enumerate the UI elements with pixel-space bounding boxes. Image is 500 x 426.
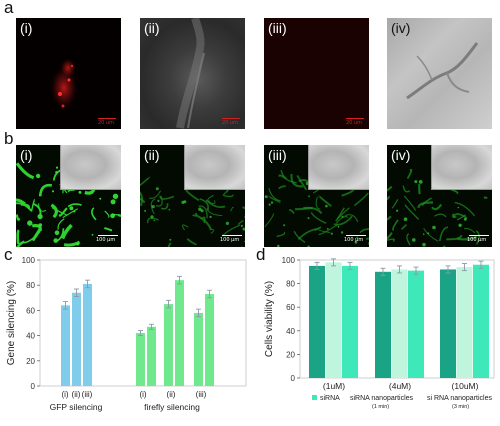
panel-a-letter: a (4, 0, 14, 17)
y-tick-label: 20 (26, 357, 35, 366)
y-tick-label: 40 (26, 332, 35, 341)
tile-label: (ii) (144, 147, 160, 163)
x-tick-label: (10uM) (452, 381, 479, 391)
tile-label: (iii) (268, 20, 287, 36)
bar (325, 262, 342, 378)
bar (456, 267, 473, 378)
bar (164, 304, 173, 386)
tile-label: (iv) (391, 147, 411, 163)
scale-label: 20 um (222, 120, 238, 126)
scale-bar (469, 235, 489, 236)
tile-label: (ii) (144, 20, 160, 36)
bar (147, 326, 156, 386)
legend-entry: si RNA nanoparticles (427, 395, 492, 402)
bar (61, 305, 70, 386)
y-tick-label: 60 (26, 306, 35, 315)
bar (408, 270, 424, 378)
tile-label: (i) (20, 147, 33, 163)
y-tick-label: 80 (286, 280, 295, 289)
x-tick-label: (1uM) (323, 381, 345, 391)
micrograph-a-i: (i) 20 um (16, 18, 121, 129)
bar (83, 283, 92, 386)
bar (391, 269, 408, 378)
brightfield-inset (60, 145, 121, 190)
scale-label: 20 um (98, 120, 114, 126)
bar (440, 269, 456, 378)
panel-d-letter: d (256, 245, 266, 264)
group-label: firefly silencing (144, 402, 200, 412)
scale-bar (98, 235, 118, 236)
scale-bar (346, 235, 366, 236)
x-tick-label: (iii) (196, 390, 207, 399)
y-tick-label: 20 (286, 350, 295, 359)
micrograph-a-ii: (ii) 20 um (140, 18, 245, 129)
bar (205, 294, 214, 386)
tile-label: (iii) (268, 147, 287, 163)
bar (72, 292, 81, 386)
scale-bar (346, 118, 364, 119)
x-tick-label: (4uM) (389, 381, 411, 391)
micrograph-b-iii: (iii) 100 µm (264, 145, 369, 247)
bar (473, 264, 489, 378)
bar (175, 280, 184, 386)
bar (375, 271, 391, 378)
panel-c-letter: c (4, 245, 13, 264)
scale-label: 100 µm (96, 237, 116, 243)
x-tick-label: (ii) (167, 390, 176, 399)
cell-viability-chart: 0 20 40 60 80 100 Cells viability (%) (1uM) (4uM… (264, 256, 495, 410)
scale-label: 20 um (346, 120, 362, 126)
legend-entry-sub: (1 min) (372, 404, 389, 410)
y-tick-label: 40 (286, 327, 295, 336)
scale-bar (98, 118, 116, 119)
brightfield-inset (308, 145, 369, 190)
x-tick-label: (i) (61, 390, 68, 399)
y-tick-label: 80 (26, 281, 35, 290)
scale-bar (222, 118, 240, 119)
y-tick-label: 100 (282, 256, 296, 265)
legend-entry: siRNA (320, 395, 340, 402)
y-axis-label: Cells viability (%) (264, 281, 275, 357)
brightfield-image (406, 42, 479, 100)
y-axis-label: Gene silencing (%) (6, 281, 17, 365)
scale-bar (222, 235, 242, 236)
y-tick-label: 0 (291, 374, 296, 383)
tile-label: (iv) (391, 20, 411, 36)
brightfield-inset (431, 145, 492, 190)
x-tick-label: (iii) (82, 390, 93, 399)
micrograph-a-iii: (iii) 20 um (264, 18, 369, 129)
brightfield-inset (184, 145, 245, 190)
y-tick-label: 100 (22, 256, 36, 265)
bar (309, 265, 325, 378)
x-tick-label: (i) (139, 390, 146, 399)
y-tick-label: 60 (286, 303, 295, 312)
x-tick-label: (ii) (72, 390, 81, 399)
bar (342, 265, 358, 378)
group-label: GFP silencing (50, 402, 103, 412)
legend-entry: siRNA nanoparticles (350, 395, 414, 402)
legend-swatch (312, 395, 317, 400)
micrograph-b-iv: (iv) 100 µm (387, 145, 492, 247)
y-tick-label: 0 (31, 382, 36, 391)
micrograph-b-i: (i) 100 µm (16, 145, 121, 247)
tile-label: (i) (20, 20, 33, 36)
micrograph-b-ii: (ii) 100 µm (140, 145, 245, 247)
red-fluorescence-image (50, 58, 78, 110)
panel-b-letter: b (4, 129, 14, 148)
brightfield-image (176, 18, 205, 129)
bar (194, 312, 203, 386)
scale-label: 100 µm (220, 237, 240, 243)
scale-label: 100 µm (344, 237, 364, 243)
bar (136, 333, 145, 386)
micrograph-a-iv: (iv) (387, 18, 492, 129)
legend-entry-sub: (3 min) (452, 404, 469, 410)
scale-label: 100 µm (467, 237, 487, 243)
